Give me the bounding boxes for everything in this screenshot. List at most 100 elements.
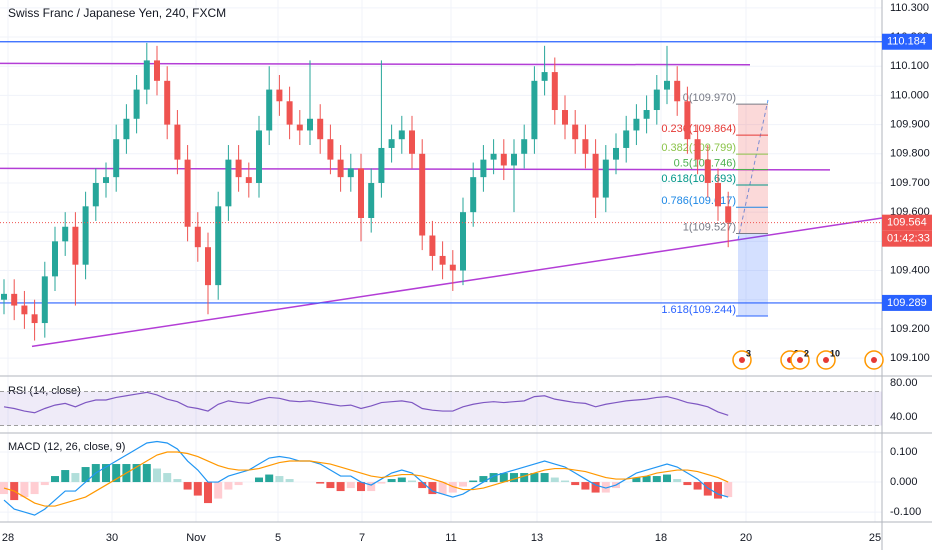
candle-body [174, 124, 181, 160]
candle-body [337, 159, 344, 178]
y-tick-label: 110.300 [890, 2, 929, 14]
candle-body [480, 159, 487, 178]
event-dot [871, 357, 877, 363]
event-dot [797, 357, 803, 363]
candle-body [368, 182, 375, 218]
candle-body [184, 159, 191, 227]
macd-histogram-bar [561, 480, 569, 483]
candle-body [470, 177, 477, 213]
fib-label: 0.786(109.617) [661, 195, 736, 207]
trend-line [0, 167, 831, 171]
candle-body [235, 159, 242, 178]
candle-body [521, 139, 528, 154]
y-tick-label: 110.000 [890, 89, 929, 101]
macd-histogram-bar [20, 482, 29, 498]
y-tick-label: 109.100 [890, 352, 930, 364]
event-count: 10 [830, 348, 840, 358]
candle-body [684, 101, 691, 140]
macd-histogram-bar [499, 473, 508, 483]
macd-histogram-bar [163, 473, 172, 483]
macd-histogram-bar [255, 477, 263, 483]
candle-body [215, 206, 222, 286]
candle-body [82, 206, 89, 265]
candle-body [1, 293, 7, 300]
macd-histogram-bar [724, 482, 733, 498]
candle-body [551, 72, 558, 111]
event-count: 3 [746, 348, 751, 358]
candle-body [358, 168, 364, 218]
candle-body [429, 235, 436, 256]
macd-histogram-bar [632, 477, 641, 483]
macd-histogram-bar [703, 482, 712, 496]
macd-histogram-bar [204, 482, 212, 504]
rsi-title: RSI (14, close) [8, 385, 81, 397]
candle-body [439, 255, 446, 265]
x-tick-label: 28 [2, 532, 14, 544]
macd-histogram-bar [581, 482, 590, 490]
candle-body [92, 182, 99, 207]
fib-label: 0(109.970) [683, 92, 736, 104]
macd-histogram-bar [469, 480, 478, 483]
macd-histogram-bar [193, 482, 202, 496]
x-tick-label: 5 [275, 532, 281, 544]
candle-body [460, 212, 466, 271]
macd-histogram-bar [530, 473, 539, 483]
candle-body [225, 159, 232, 207]
candle-body [582, 139, 589, 154]
candle-body [103, 177, 109, 183]
macd-line [3, 440, 729, 516]
candle-body [592, 153, 599, 198]
y-tick-label: -0.100 [890, 506, 921, 518]
candle-body [541, 72, 548, 81]
fib-label: 1.618(109.244) [661, 304, 736, 316]
macd-histogram-bar [683, 482, 692, 486]
rsi-band [0, 391, 882, 426]
x-tick-label: 25 [869, 532, 881, 544]
candle-body [276, 89, 283, 102]
macd-histogram-bar [285, 479, 294, 483]
countdown-box [882, 230, 932, 247]
candle-body [72, 226, 79, 265]
y-tick-label: 109.900 [890, 119, 930, 131]
macd-histogram-bar [316, 482, 325, 484]
fib-label: 1(109.527) [683, 221, 736, 233]
candle-body [62, 226, 69, 242]
candle-body [133, 89, 140, 119]
candle-body [409, 130, 415, 154]
macd-histogram-bar [418, 482, 427, 489]
fib-label: 0.236(109.864) [661, 123, 736, 135]
y-tick-label: 109.800 [890, 148, 930, 160]
macd-histogram-bar [275, 476, 284, 483]
candle-body [449, 264, 456, 271]
x-tick-label: 11 [445, 532, 456, 544]
macd-histogram-bar [346, 482, 355, 489]
macd-histogram-bar [550, 477, 559, 483]
macd-histogram-bar [387, 479, 396, 483]
candle-body [511, 153, 517, 166]
macd-histogram-bar [367, 482, 376, 492]
candle-body [205, 247, 211, 286]
macd-histogram-bar [377, 482, 386, 484]
macd-histogram-bar [51, 476, 59, 483]
macd-histogram-bar [520, 473, 529, 483]
candle-body [725, 206, 732, 223]
candle-body [11, 293, 18, 306]
level-price-label-box [882, 33, 932, 50]
candle-body [602, 159, 609, 198]
y-tick-label: 40.00 [890, 411, 918, 423]
macd-histogram-bar [173, 479, 182, 483]
candle-body [327, 139, 334, 160]
rsi-line [3, 391, 729, 416]
macd-histogram-bar [112, 464, 121, 483]
y-tick-label: 0.000 [890, 476, 918, 488]
macd-histogram-bar [224, 482, 233, 490]
macd-histogram-bar [336, 482, 345, 492]
macd-histogram-bar [81, 467, 90, 483]
macd-histogram-bar [0, 482, 8, 495]
candle-body [633, 118, 640, 131]
macd-histogram-bar [357, 482, 365, 492]
macd-histogram-bar [214, 482, 223, 499]
macd-histogram-bar [234, 482, 243, 486]
candle-body [388, 139, 395, 148]
